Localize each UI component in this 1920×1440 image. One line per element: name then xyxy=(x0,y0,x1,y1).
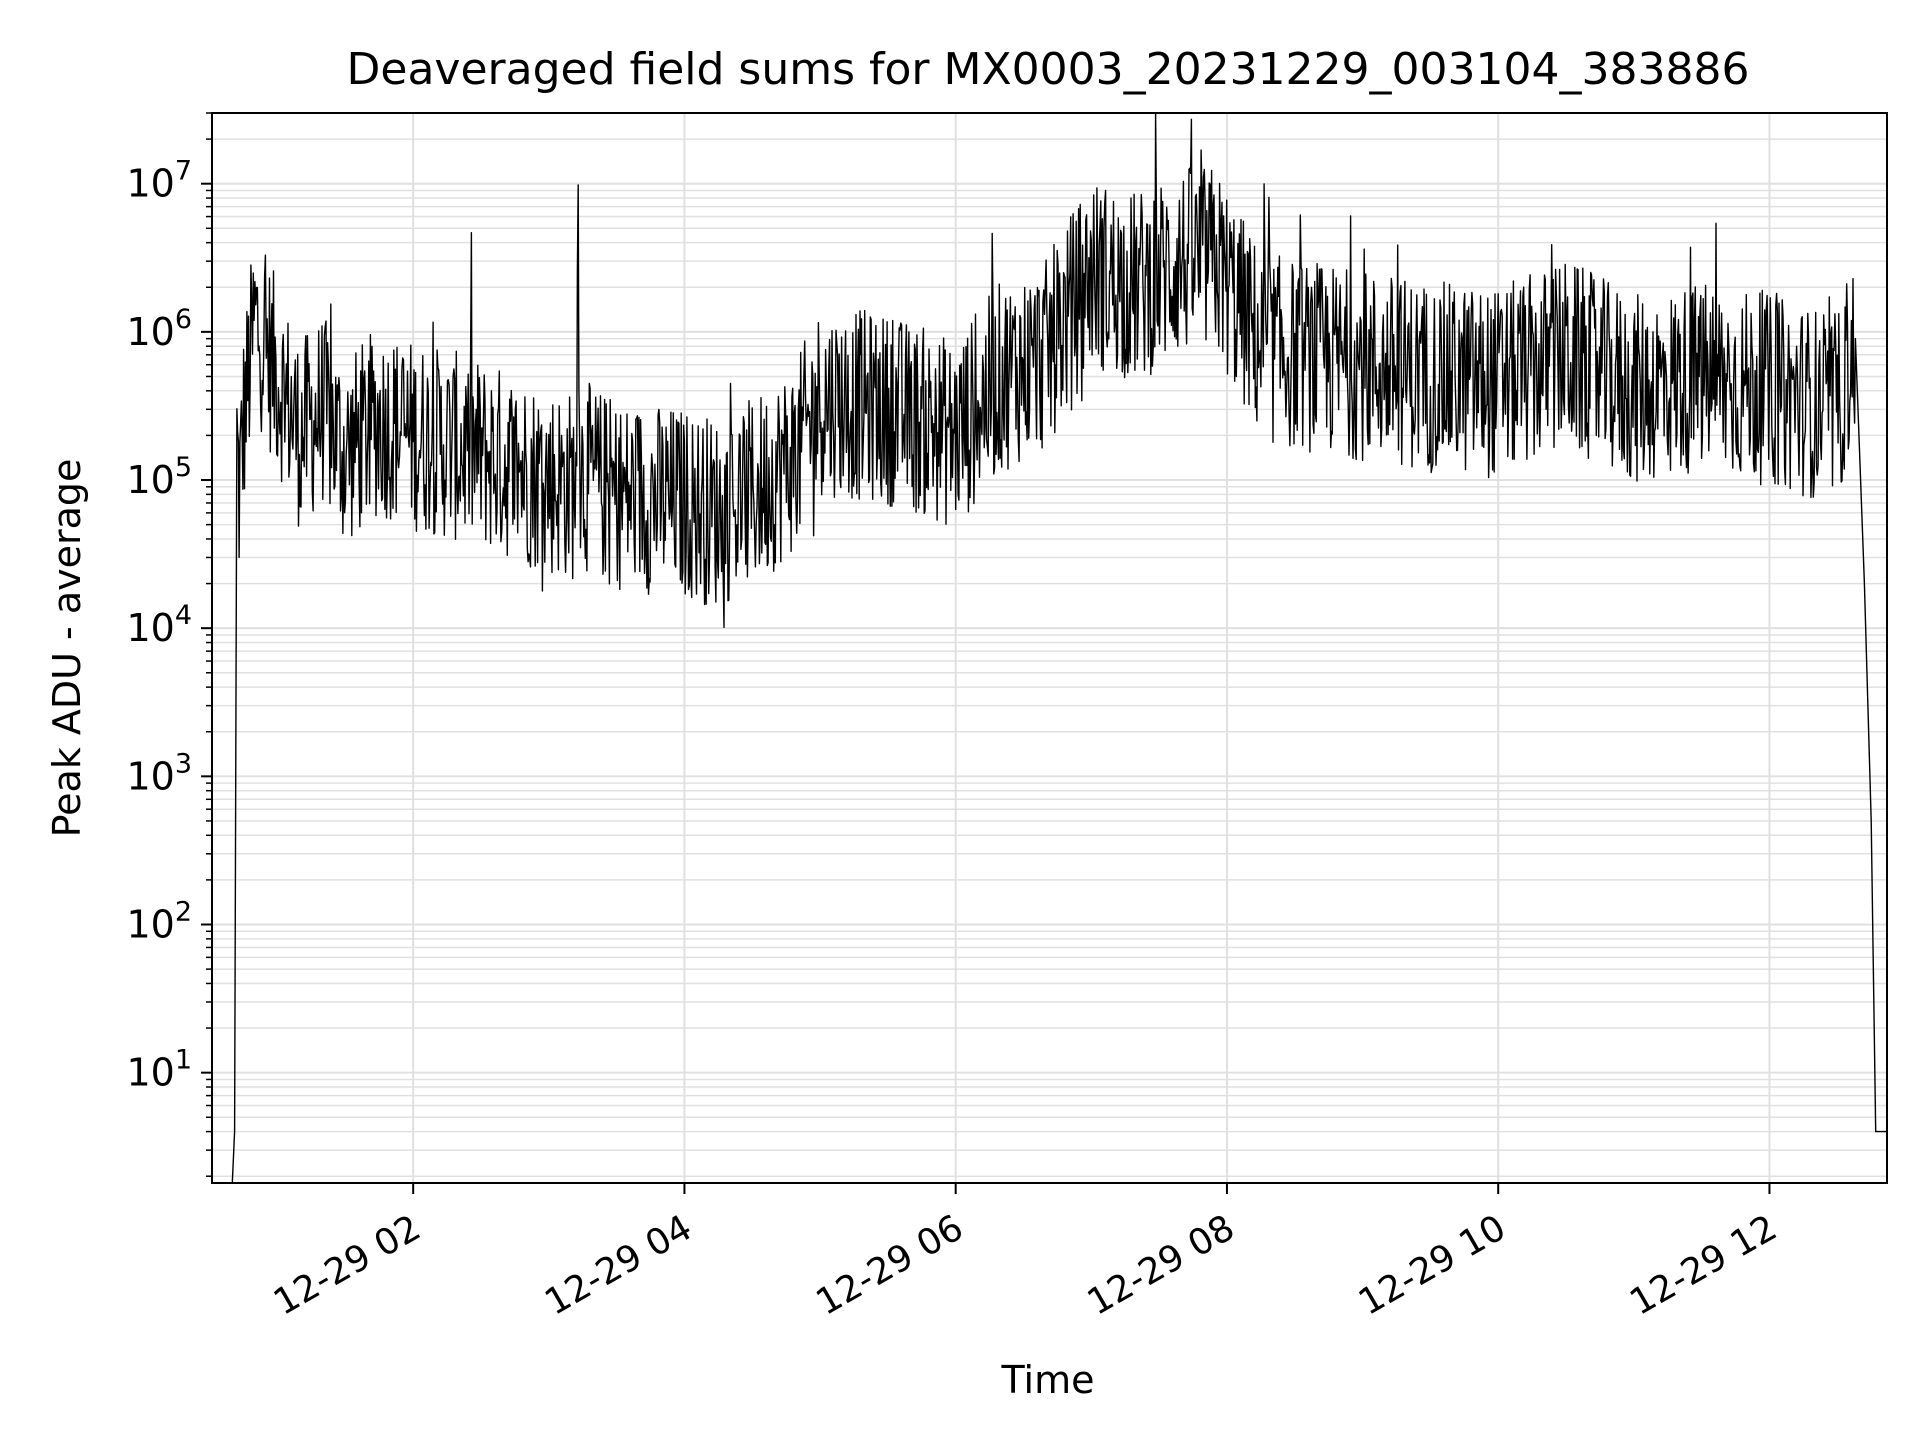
x-tick-label: 12-29 10 xyxy=(1352,1207,1513,1323)
y-tick-label: 106 xyxy=(126,304,192,354)
data-layer xyxy=(231,112,1887,1184)
grid-lines xyxy=(212,112,1887,1183)
y-tick-label: 102 xyxy=(126,896,192,946)
x-tick-label: 12-29 08 xyxy=(1081,1207,1242,1323)
x-tick-label: 12-29 06 xyxy=(810,1207,971,1323)
x-tick-label: 12-29 12 xyxy=(1623,1207,1784,1323)
chart-title: Deaveraged field sums for MX0003_2023122… xyxy=(347,44,1750,95)
y-axis-ticks: 101 102 103 104 105 106 107 xyxy=(126,112,212,1177)
x-axis-ticks: 12-29 02 12-29 04 12-29 06 12-29 08 12-29 10… xyxy=(267,1183,1784,1324)
y-axis-label: Peak ADU - average xyxy=(45,459,89,838)
y-tick-label: 101 xyxy=(126,1045,192,1095)
plot-frame xyxy=(211,112,1888,1184)
y-tick-label: 103 xyxy=(126,748,192,798)
y-tick-label: 107 xyxy=(126,156,192,206)
series-line xyxy=(231,112,1887,1184)
x-tick-label: 12-29 04 xyxy=(538,1207,699,1323)
y-tick-label: 104 xyxy=(126,600,192,650)
x-tick-label: 12-29 02 xyxy=(267,1207,428,1323)
x-axis-label: Time xyxy=(1001,1358,1095,1402)
y-tick-label: 105 xyxy=(126,452,192,502)
